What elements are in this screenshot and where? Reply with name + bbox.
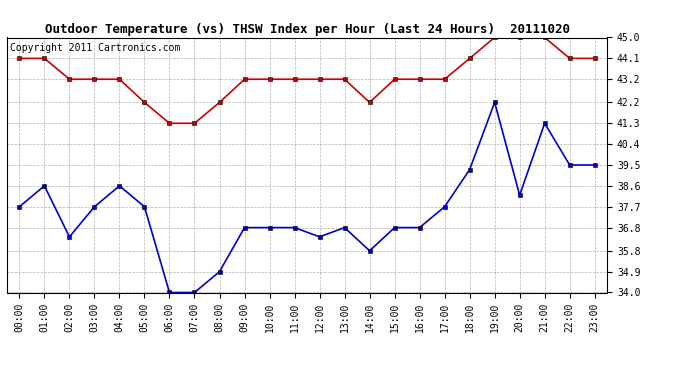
- Text: Copyright 2011 Cartronics.com: Copyright 2011 Cartronics.com: [10, 43, 180, 52]
- Title: Outdoor Temperature (vs) THSW Index per Hour (Last 24 Hours)  20111020: Outdoor Temperature (vs) THSW Index per …: [45, 23, 569, 36]
